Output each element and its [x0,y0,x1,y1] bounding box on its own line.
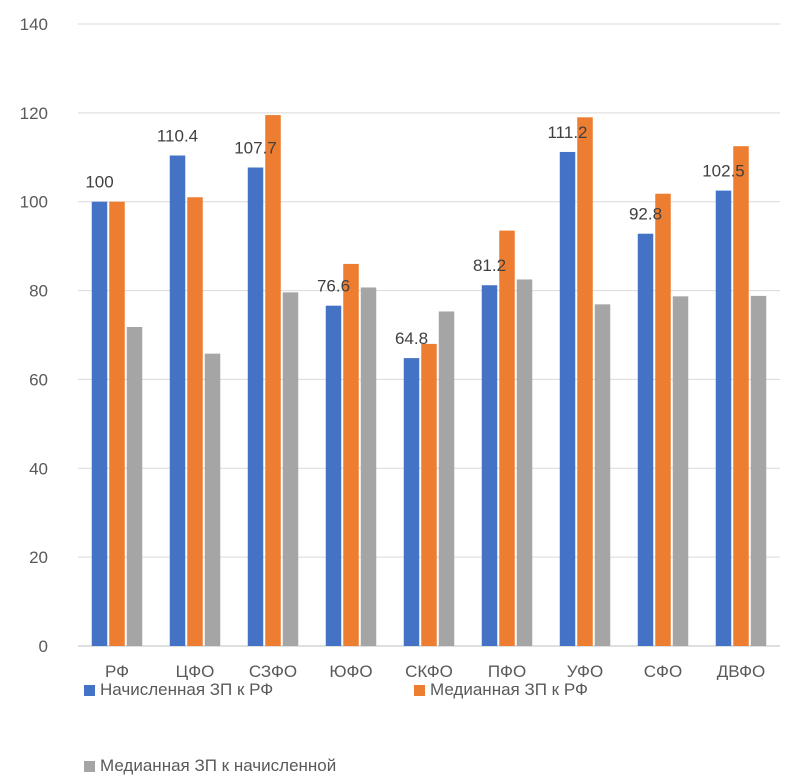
x-tick-label: ЦФО [176,662,215,680]
bar [672,296,689,646]
data-label: 107.7 [234,139,277,158]
data-label: 64.8 [395,329,428,348]
bar [403,358,420,646]
x-tick-label: СФО [644,662,682,680]
y-tick-label: 80 [29,282,48,301]
bar-chart: 0 20 40 60 80 100 120 140 100 110.4 107.7 76.6 64.8… [20,15,780,680]
data-label: 92.8 [629,205,662,224]
bar [559,151,576,646]
y-tick-label: 40 [29,459,48,478]
bar [187,197,203,646]
bar [715,190,732,646]
y-axis: 0 20 40 60 80 100 120 140 [20,15,48,656]
bar [499,230,515,647]
data-label: 111.2 [547,123,587,142]
y-tick-label: 100 [20,193,48,212]
data-label: 100 [85,173,113,192]
bar [655,193,671,646]
bar [637,233,654,646]
bar [750,295,767,646]
bar [247,167,264,647]
legend-swatch-orange [414,684,425,696]
bar [325,305,342,646]
bar [91,201,108,646]
x-tick-label: РФ [105,662,129,680]
x-tick-label: СКФО [405,662,453,680]
x-tick-label: УФО [567,662,603,680]
x-tick-label: ПФО [488,662,526,680]
bar [109,201,125,646]
bar [421,343,437,646]
legend-item-accrued-salary: Начисленная ЗП к РФ [84,680,273,700]
bar [282,292,299,646]
y-tick-label: 140 [20,15,48,34]
legend-swatch-gray [84,760,95,772]
legend-swatch-blue [84,684,95,696]
data-labels: 100 110.4 107.7 76.6 64.8 81.2 111.2 92.8 102.5 [85,123,744,348]
y-tick-label: 0 [39,637,48,656]
bar [169,155,186,646]
data-label: 102.5 [702,162,745,181]
y-tick-label: 20 [29,548,48,567]
legend-item-median-salary: Медианная ЗП к РФ [414,680,588,700]
bar [265,115,281,647]
legend-label: Медианная ЗП к РФ [430,680,588,699]
bar [343,263,359,646]
bar [481,285,498,646]
data-label: 110.4 [157,127,198,146]
data-label: 81.2 [473,256,506,275]
legend-label: Медианная ЗП к начисленной [100,756,337,775]
legend-label: Начисленная ЗП к РФ [100,680,274,699]
bar [204,353,221,646]
bar [577,117,593,647]
bar [594,304,611,646]
y-tick-label: 120 [20,104,48,123]
x-axis: РФ ЦФО СЗФО ЮФО СКФО ПФО УФО СФО ДВФО [105,662,765,680]
bar [360,287,377,646]
legend-item-median-to-accrued: Медианная ЗП к начисленной [84,756,336,776]
bars [91,115,767,647]
data-label: 76.6 [317,277,350,296]
bar [438,311,455,646]
y-tick-label: 60 [29,370,48,389]
bar [516,279,533,646]
x-tick-label: ЮФО [329,662,372,680]
x-tick-label: ДВФО [717,662,765,680]
x-tick-label: СЗФО [249,662,297,680]
bar [126,327,143,646]
bar [733,146,749,646]
